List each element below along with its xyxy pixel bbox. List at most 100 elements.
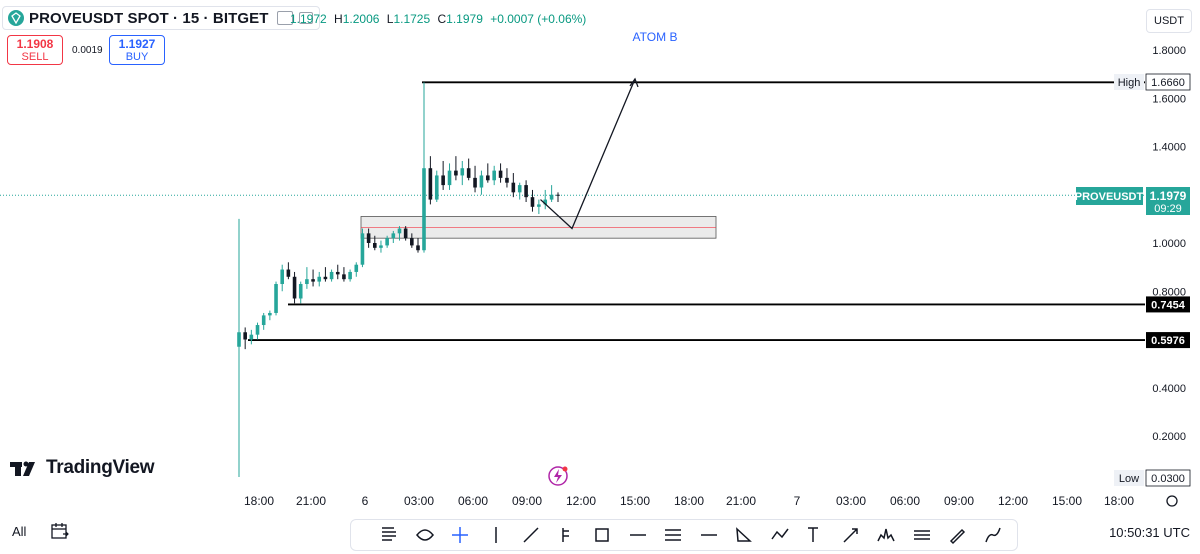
candle-body: [511, 182, 516, 193]
brush-icon[interactable]: [945, 523, 969, 547]
buy-button[interactable]: 1.1927 BUY: [109, 35, 165, 65]
time-tick-label: 12:00: [998, 494, 1028, 508]
crosshair-icon[interactable]: [448, 523, 472, 547]
price-tag-title-bg: [1114, 74, 1144, 90]
crosshair-icon-glyph: [452, 527, 468, 543]
watchlist-add-icon[interactable]: [276, 11, 293, 25]
arrow-icon-glyph: [842, 528, 858, 543]
candle-body: [274, 284, 278, 313]
path-icon[interactable]: [981, 523, 1005, 547]
tradingview-logo: TradingView: [10, 457, 155, 479]
price-tag-title: High: [1118, 77, 1141, 89]
candle-body: [298, 284, 303, 299]
price-tag-value: 0.5976: [1151, 335, 1185, 347]
symbol-box[interactable]: PROVEUSDT SPOT · 15 · BITGET: [2, 6, 320, 30]
candle-body: [403, 228, 408, 239]
price-tick-label: 1.6000: [1152, 93, 1186, 105]
sell-button[interactable]: 1.1908 SELL: [7, 35, 63, 65]
head-shoulders-icon-glyph: [877, 528, 895, 542]
compare-icon[interactable]: [298, 12, 313, 24]
utc-clock[interactable]: 10:50:31 UTC: [1109, 525, 1190, 540]
price-tick-label: 0.2000: [1152, 431, 1186, 443]
candle-body: [556, 194, 560, 196]
candle-body: [342, 274, 346, 280]
candle-body: [517, 185, 522, 193]
candle-body: [486, 175, 490, 181]
time-tick-label: 18:00: [674, 494, 704, 508]
cursor-icon[interactable]: [377, 523, 401, 547]
symbol-title: PROVEUSDT SPOT · 15 · BITGET: [29, 9, 269, 27]
candle-body: [466, 168, 471, 178]
ellipse-icon[interactable]: [413, 523, 437, 547]
time-tick-label: 18:00: [244, 494, 274, 508]
lightning-glyph: [554, 469, 562, 483]
price-tag-title-bg: [1114, 470, 1144, 486]
trend-line-icon-glyph: [523, 527, 539, 543]
head-shoulders-icon[interactable]: [874, 523, 898, 547]
symbol-tag-text: PROVEUSDT: [1075, 191, 1144, 203]
path-icon-glyph: [984, 527, 1001, 543]
candle-body: [492, 170, 496, 181]
price-tag-value: 0.0300: [1151, 473, 1185, 485]
candle-body: [280, 269, 285, 285]
calendar-icon[interactable]: [50, 521, 70, 541]
price-tick-label: 1.8000: [1152, 45, 1186, 57]
time-tick-label: 15:00: [1052, 494, 1082, 508]
candle-body: [505, 177, 509, 183]
cursor-icon-glyph: [382, 527, 396, 541]
candle-body: [237, 332, 241, 347]
candle-body: [329, 271, 334, 280]
arrow-icon[interactable]: [839, 523, 863, 547]
ohlc-close: 1.1979: [446, 12, 483, 26]
rectangle-icon[interactable]: [590, 523, 614, 547]
currency-selector[interactable]: USDT: [1146, 9, 1192, 33]
trend-line-icon[interactable]: [519, 523, 543, 547]
candle-body: [354, 264, 359, 272]
vertical-line-icon[interactable]: [484, 523, 508, 547]
text-icon-glyph: [808, 527, 818, 542]
price-tag-value: 1.1979: [1150, 189, 1187, 203]
parallel-channel-icon[interactable]: [910, 523, 934, 547]
candle-body: [416, 245, 420, 251]
brand-name: TradingView: [46, 457, 155, 478]
candle-body: [379, 245, 383, 248]
horizontal-line-icon[interactable]: [697, 523, 721, 547]
time-tick-label: 21:00: [726, 494, 756, 508]
time-tick-label: 6: [362, 494, 369, 508]
ohlc-open: 1.1972: [290, 12, 327, 26]
triangle-pattern-icon[interactable]: [732, 523, 756, 547]
fib-icon[interactable]: [661, 523, 685, 547]
triangle-pattern-icon-glyph: [736, 527, 752, 542]
zigzag-icon[interactable]: [768, 523, 792, 547]
time-tick-label: 18:00: [1104, 494, 1134, 508]
candle-body: [397, 228, 402, 234]
time-tick-label: 09:00: [512, 494, 542, 508]
price-tick-label: 1.0000: [1152, 238, 1186, 250]
time-tick-label: 12:00: [566, 494, 596, 508]
candle-body: [255, 325, 260, 335]
time-tick-label: 03:00: [836, 494, 866, 508]
ohlc-low: 1.1725: [393, 12, 431, 26]
candle-body: [317, 276, 322, 282]
price-tag-value: 1.6660: [1151, 77, 1185, 89]
candle-body: [473, 177, 477, 188]
candle-body: [366, 233, 371, 243]
price-tag: 0.7454: [1146, 296, 1190, 313]
projection-path: [540, 77, 639, 230]
all-range-button[interactable]: All: [12, 524, 27, 539]
candle-body: [530, 197, 535, 207]
price-range-icon[interactable]: [555, 523, 579, 547]
candle-body: [428, 168, 433, 200]
candle-body: [441, 175, 445, 186]
spread-value: 0.0019: [72, 45, 103, 56]
price-tick-label: 0.4000: [1152, 383, 1186, 395]
symbol-header[interactable]: PROVEUSDT SPOT · 15 · BITGET: [2, 6, 320, 30]
buy-label: BUY: [125, 51, 149, 63]
rectangle-icon-glyph: [595, 528, 609, 542]
horizontal-ray-icon[interactable]: [626, 523, 650, 547]
candle-body: [335, 271, 340, 275]
time-tick-label: 21:00: [296, 494, 326, 508]
text-icon[interactable]: [803, 523, 827, 547]
